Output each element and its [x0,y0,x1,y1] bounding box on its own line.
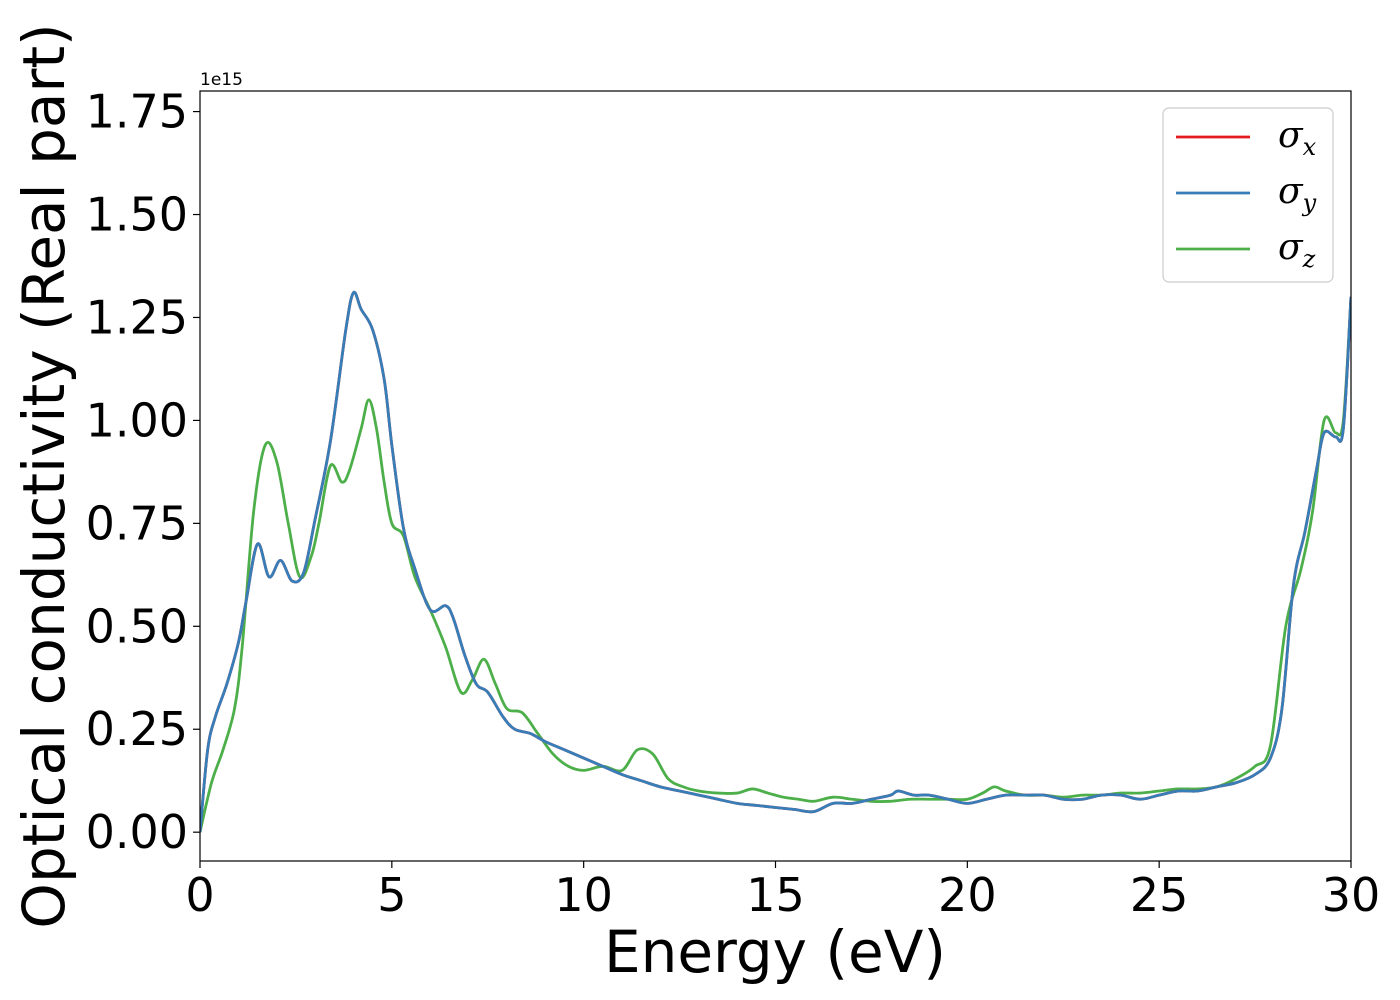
series-line-y [200,290,1351,833]
y-tick-label: 1.00 [86,393,188,447]
y-tick-label: 0.75 [86,496,188,550]
legend-box [1162,107,1334,283]
y-tick-label: 1.50 [86,188,188,242]
x-tick-label: 20 [938,868,997,922]
x-tick-label: 0 [185,868,214,922]
x-tick-label: 10 [554,868,613,922]
y-offset-label: 1e15 [200,70,243,90]
y-tick-label: 1.75 [86,85,188,139]
y-tick-label: 0.50 [86,599,188,653]
y-tick-label: 0.00 [86,805,188,859]
y-tick-label: 0.25 [86,702,188,756]
x-tick-label: 15 [746,868,805,922]
y-tick-label: 1.25 [86,290,188,344]
y-axis-title: Optical conductivity (Real part) [10,23,78,928]
x-tick-label: 25 [1130,868,1189,922]
y-axis: 0.00 0.25 0.50 0.75 1.00 1.25 1.50 1.75 [86,85,200,859]
series-layer [200,290,1351,833]
x-axis: 0 5 10 15 20 25 30 [185,861,1380,922]
x-tick-label: 30 [1322,868,1381,922]
series-line-z [200,296,1351,833]
x-axis-title: Energy (eV) [604,918,946,986]
x-tick-label: 5 [377,868,406,922]
